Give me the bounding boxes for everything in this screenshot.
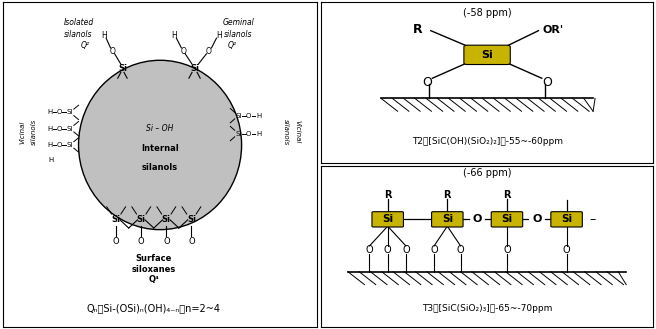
Text: R: R xyxy=(503,190,511,200)
Text: O: O xyxy=(503,245,511,255)
Text: silanols: silanols xyxy=(224,30,253,39)
Text: H: H xyxy=(256,113,261,119)
Text: H: H xyxy=(47,126,52,132)
Text: O: O xyxy=(206,47,212,56)
Text: R: R xyxy=(384,190,392,200)
Text: O: O xyxy=(430,245,438,255)
Text: silanols: silanols xyxy=(31,119,37,145)
Text: Q²: Q² xyxy=(80,41,89,50)
FancyBboxPatch shape xyxy=(372,212,403,227)
Text: –: – xyxy=(589,213,595,226)
FancyBboxPatch shape xyxy=(432,212,463,227)
Text: O: O xyxy=(532,215,541,224)
Text: O: O xyxy=(56,109,62,115)
Text: Si: Si xyxy=(112,215,121,224)
Text: Si: Si xyxy=(118,64,127,73)
FancyBboxPatch shape xyxy=(551,212,583,227)
Text: O: O xyxy=(365,245,373,255)
Text: H: H xyxy=(172,31,177,40)
Text: (-66 ppm): (-66 ppm) xyxy=(463,168,511,178)
Text: Si: Si xyxy=(482,50,493,60)
Text: Q²: Q² xyxy=(228,41,237,50)
Text: Si: Si xyxy=(136,215,146,224)
Text: Si: Si xyxy=(67,126,73,132)
Text: Si: Si xyxy=(561,215,572,224)
Text: O: O xyxy=(138,237,144,245)
Text: Si: Si xyxy=(441,215,453,224)
FancyBboxPatch shape xyxy=(491,212,523,227)
Text: silanols: silanols xyxy=(283,119,289,145)
Text: Vicinal: Vicinal xyxy=(20,120,26,144)
Text: Si: Si xyxy=(67,109,73,115)
Text: O: O xyxy=(56,142,62,148)
Text: R: R xyxy=(413,23,422,37)
Text: O: O xyxy=(113,237,119,245)
Text: Vicinal: Vicinal xyxy=(295,120,300,144)
Text: H: H xyxy=(216,31,222,40)
Text: O: O xyxy=(56,126,62,132)
Text: Si: Si xyxy=(187,215,196,224)
Circle shape xyxy=(79,60,241,230)
FancyBboxPatch shape xyxy=(464,45,510,64)
Text: H: H xyxy=(49,157,54,163)
Text: Surface: Surface xyxy=(136,254,172,264)
Text: O: O xyxy=(163,237,170,245)
Text: Qₙ：Si-(OSi)ₙ(OH)₄₋ₙ，n=2~4: Qₙ：Si-(OSi)ₙ(OH)₄₋ₙ，n=2~4 xyxy=(87,303,221,313)
Text: O: O xyxy=(472,215,482,224)
Text: Internal: Internal xyxy=(141,144,179,153)
Text: silanols: silanols xyxy=(142,163,178,172)
Text: O: O xyxy=(246,113,251,119)
Text: R: R xyxy=(443,190,451,200)
Text: Geminal: Geminal xyxy=(222,18,255,27)
Text: O: O xyxy=(542,76,552,89)
Text: Q⁴: Q⁴ xyxy=(148,275,159,284)
Text: O: O xyxy=(457,245,464,255)
Text: Isolated: Isolated xyxy=(64,18,94,27)
Text: H: H xyxy=(47,109,52,115)
Text: Si: Si xyxy=(236,113,241,119)
Text: H: H xyxy=(102,31,107,40)
Text: O: O xyxy=(402,245,410,255)
Text: O: O xyxy=(246,131,251,137)
Text: OR': OR' xyxy=(543,25,564,35)
Text: H: H xyxy=(256,131,261,137)
Text: Si – OH: Si – OH xyxy=(146,124,174,133)
Text: Si: Si xyxy=(67,142,73,148)
Text: (-58 ppm): (-58 ppm) xyxy=(462,8,512,18)
Text: Si: Si xyxy=(382,215,393,224)
Text: O: O xyxy=(110,47,115,56)
Text: T2：[SiC(OH)(SiO₂)₂]：-55~-60ppm: T2：[SiC(OH)(SiO₂)₂]：-55~-60ppm xyxy=(411,138,563,146)
Text: T3：[SiC(SiO₂)₃]：-65~-70ppm: T3：[SiC(SiO₂)₃]：-65~-70ppm xyxy=(422,304,552,313)
Text: O: O xyxy=(180,47,186,56)
Text: O: O xyxy=(422,76,432,89)
Text: Si: Si xyxy=(501,215,512,224)
Text: Si: Si xyxy=(162,215,171,224)
Text: O: O xyxy=(563,245,571,255)
Text: O: O xyxy=(188,237,195,245)
Text: siloxanes: siloxanes xyxy=(132,265,176,274)
Text: Si: Si xyxy=(236,131,241,137)
Text: Si: Si xyxy=(190,64,199,73)
Text: H: H xyxy=(47,142,52,148)
Text: silanols: silanols xyxy=(64,30,92,39)
Text: O: O xyxy=(384,245,392,255)
